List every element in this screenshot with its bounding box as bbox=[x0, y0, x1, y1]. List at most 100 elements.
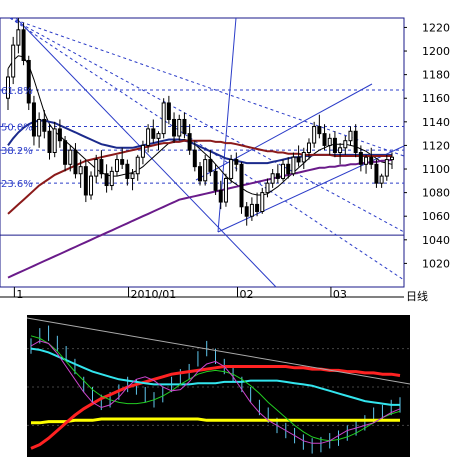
y-tick-label: 1180 bbox=[422, 69, 450, 82]
candle-body bbox=[332, 137, 337, 153]
candle-body bbox=[249, 203, 254, 217]
candle-body bbox=[6, 76, 10, 99]
indicator-panel bbox=[27, 315, 410, 457]
candle-body bbox=[260, 192, 265, 212]
candle-body bbox=[109, 170, 114, 187]
candle-body bbox=[338, 147, 343, 153]
candle-body bbox=[135, 156, 140, 175]
candle-body bbox=[213, 170, 218, 191]
candle-body bbox=[255, 203, 260, 212]
x-tick-label: 2010/01 bbox=[131, 288, 177, 301]
candle-body bbox=[42, 118, 47, 132]
candle-body bbox=[281, 163, 286, 179]
indicator-line bbox=[30, 335, 401, 442]
y-tick-label: 1020 bbox=[422, 257, 450, 270]
candle-body bbox=[26, 59, 31, 104]
y-axis: 1220 1200 1180 1160 1140 1120 1100 1080 1060 1040… bbox=[404, 21, 450, 270]
candle-body bbox=[270, 173, 275, 184]
candle-body bbox=[296, 156, 301, 163]
candle-body bbox=[374, 163, 379, 184]
candle-body bbox=[286, 163, 291, 175]
x-axis-label: 日线 bbox=[406, 289, 428, 303]
candle-body bbox=[73, 149, 78, 175]
moving-average-line bbox=[7, 139, 392, 215]
indicator-line bbox=[31, 417, 400, 425]
indicator-trendline bbox=[26, 317, 411, 385]
candle-body bbox=[239, 163, 244, 208]
candle-body bbox=[358, 152, 363, 165]
candle-body bbox=[89, 175, 94, 196]
candle-body bbox=[21, 29, 26, 61]
candle-body bbox=[182, 118, 187, 135]
y-tick-label: 1200 bbox=[422, 45, 450, 58]
candle-body bbox=[83, 166, 88, 196]
y-tick-label: 1120 bbox=[422, 139, 450, 152]
candle-body bbox=[322, 133, 327, 146]
y-tick-label: 1160 bbox=[422, 92, 450, 105]
candle-body bbox=[229, 159, 234, 179]
candle-body bbox=[47, 130, 52, 153]
candle-body bbox=[99, 159, 104, 175]
fib-label: 61.8% bbox=[1, 86, 33, 97]
candle-body bbox=[203, 159, 208, 182]
y-tick-label: 1100 bbox=[422, 163, 450, 176]
candle-body bbox=[291, 156, 296, 175]
candle-body bbox=[244, 206, 249, 217]
candle-body bbox=[312, 126, 317, 144]
candle-body bbox=[218, 189, 223, 203]
candle-body bbox=[348, 130, 353, 142]
y-tick-label: 1080 bbox=[422, 187, 450, 200]
candle-body bbox=[379, 175, 384, 184]
fib-label: 23.6% bbox=[1, 179, 33, 190]
y-tick-label: 1040 bbox=[422, 234, 450, 247]
price-panel bbox=[0, 17, 405, 288]
indicator-line bbox=[30, 347, 400, 406]
moving-averages bbox=[7, 55, 393, 279]
candle-body bbox=[364, 156, 369, 165]
candle-body bbox=[327, 137, 332, 146]
x-tick-label: 03 bbox=[333, 288, 347, 301]
candle-body bbox=[166, 102, 171, 120]
indicator-series bbox=[30, 335, 401, 450]
indicator-grid bbox=[27, 348, 410, 426]
candle-body bbox=[114, 159, 119, 172]
candle-body bbox=[369, 156, 374, 165]
candle-body bbox=[223, 177, 228, 203]
candle-body bbox=[208, 159, 213, 172]
candle-body bbox=[16, 29, 21, 46]
candle-body bbox=[11, 44, 16, 78]
y-tick-label: 1140 bbox=[422, 116, 450, 129]
candle-body bbox=[275, 173, 280, 179]
candle-body bbox=[52, 128, 57, 153]
x-tick-label: 02 bbox=[240, 288, 254, 301]
candle-body bbox=[146, 128, 151, 146]
candle-body bbox=[130, 173, 135, 179]
candle-body bbox=[31, 102, 36, 137]
fib-labels: 61.8% 50.0% 38.2% 23.6% bbox=[1, 86, 33, 190]
candle-body bbox=[265, 182, 270, 194]
candle-body bbox=[390, 156, 394, 161]
candle-body bbox=[156, 133, 161, 139]
candle-body bbox=[120, 159, 125, 165]
moving-average-line bbox=[7, 158, 393, 279]
indicator-line bbox=[30, 340, 401, 444]
y-tick-label: 1220 bbox=[422, 21, 450, 34]
candle-body bbox=[192, 149, 197, 168]
candle-body bbox=[104, 173, 109, 187]
candle-body bbox=[57, 128, 62, 142]
candle-body bbox=[94, 159, 99, 177]
candle-body bbox=[37, 118, 42, 137]
candles bbox=[6, 18, 394, 226]
candle-body bbox=[301, 152, 306, 163]
candle-body bbox=[151, 128, 156, 139]
candle-body bbox=[187, 133, 192, 151]
candle-body bbox=[234, 159, 239, 165]
candle-body bbox=[306, 142, 311, 153]
moving-average-line bbox=[7, 55, 393, 196]
candle-body bbox=[161, 102, 166, 135]
y-tick-label: 1060 bbox=[422, 210, 450, 223]
fan-line-solid bbox=[15, 17, 277, 288]
indicator-line bbox=[30, 365, 401, 450]
